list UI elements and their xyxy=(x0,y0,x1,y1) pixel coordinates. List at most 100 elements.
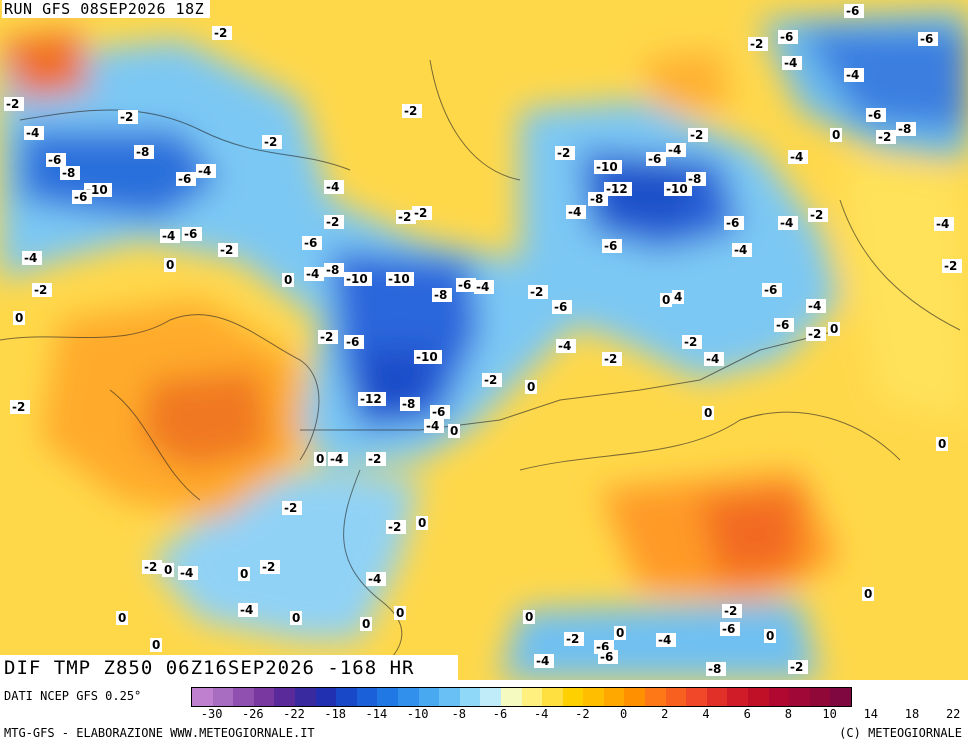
svg-text:-2: -2 xyxy=(262,560,275,574)
svg-text:0: 0 xyxy=(284,273,292,287)
contour-label: -6 xyxy=(774,318,794,332)
contour-label: -6 xyxy=(918,32,938,46)
contour-label: 0 xyxy=(936,437,948,451)
contour-label: -8 xyxy=(706,662,726,676)
svg-text:0: 0 xyxy=(864,587,872,601)
contour-label: -2 xyxy=(142,560,162,574)
contour-label: -4 xyxy=(656,633,676,647)
svg-text:-4: -4 xyxy=(306,267,319,281)
legend-swatch xyxy=(192,688,213,706)
svg-text:-8: -8 xyxy=(402,397,415,411)
legend-swatch xyxy=(315,688,337,706)
contour-label: -10 xyxy=(664,182,692,196)
contour-label: -2 xyxy=(402,104,422,118)
svg-text:-2: -2 xyxy=(404,104,417,118)
contour-label: 0 xyxy=(828,322,840,336)
svg-text:-2: -2 xyxy=(690,128,703,142)
svg-text:-4: -4 xyxy=(936,217,949,231)
contour-label: -6 xyxy=(430,405,450,419)
contour-label: -2 xyxy=(262,135,282,149)
svg-text:-2: -2 xyxy=(398,210,411,224)
contour-label: -2 xyxy=(682,335,702,349)
data-source-label: DATI NCEP GFS 0.25° xyxy=(4,689,142,703)
svg-text:-2: -2 xyxy=(388,520,401,534)
legend-tick-label: 14 xyxy=(863,707,879,721)
svg-text:-8: -8 xyxy=(62,166,75,180)
svg-text:-4: -4 xyxy=(180,566,193,580)
legend-swatch xyxy=(665,688,687,706)
svg-text:-4: -4 xyxy=(368,572,381,586)
legend-swatch xyxy=(294,688,316,706)
svg-text:-2: -2 xyxy=(12,400,25,414)
svg-text:-8: -8 xyxy=(326,263,339,277)
svg-text:-4: -4 xyxy=(706,352,719,366)
credit-label: MTG-GFS - ELABORAZIONE WWW.METEOGIORNALE… xyxy=(4,726,315,740)
contour-label: -2 xyxy=(942,259,962,273)
svg-text:-4: -4 xyxy=(536,654,549,668)
svg-text:-2: -2 xyxy=(320,330,333,344)
legend-tick-label: 4 xyxy=(702,707,710,721)
contour-label: -6 xyxy=(302,236,322,250)
contour-label: -2 xyxy=(396,210,416,224)
contour-label: -6 xyxy=(724,216,744,230)
contour-label: 0 xyxy=(416,516,428,530)
svg-text:-4: -4 xyxy=(734,243,747,257)
svg-text:-4: -4 xyxy=(784,56,797,70)
svg-text:-4: -4 xyxy=(668,143,681,157)
legend-tick-label: -14 xyxy=(365,707,388,721)
contour-label: 0 xyxy=(13,311,25,325)
svg-text:-4: -4 xyxy=(326,180,339,194)
contour-label: 0 xyxy=(862,587,874,601)
contour-label: -2 xyxy=(386,520,406,534)
svg-text:0: 0 xyxy=(316,452,324,466)
contour-label: -4 xyxy=(328,452,348,466)
legend-swatch xyxy=(809,688,831,706)
svg-text:-2: -2 xyxy=(810,208,823,222)
contour-label: 0 xyxy=(764,629,776,643)
svg-text:-2: -2 xyxy=(144,560,157,574)
contour-label: -4 xyxy=(782,56,802,70)
svg-text:-2: -2 xyxy=(530,285,543,299)
svg-text:-6: -6 xyxy=(604,239,617,253)
legend-swatch xyxy=(439,688,460,706)
svg-text:-10: -10 xyxy=(416,350,438,364)
svg-text:-2: -2 xyxy=(750,37,763,51)
svg-text:-8: -8 xyxy=(434,288,447,302)
legend-swatch xyxy=(356,688,378,706)
svg-text:-6: -6 xyxy=(184,227,197,241)
contour-label: -8 xyxy=(60,166,80,180)
contour-label: -2 xyxy=(748,37,768,51)
contour-label: -2 xyxy=(564,632,584,646)
svg-text:-2: -2 xyxy=(566,632,579,646)
contour-label: -6 xyxy=(176,172,196,186)
contour-label: -4 xyxy=(424,419,444,433)
svg-text:-6: -6 xyxy=(846,4,859,18)
contour-label: -12 xyxy=(358,392,386,406)
contour-label: -4 xyxy=(806,299,826,313)
contour-label: -6 xyxy=(72,190,92,204)
svg-text:-2: -2 xyxy=(604,352,617,366)
legend-tick-label: 8 xyxy=(784,707,793,721)
svg-text:4: 4 xyxy=(674,290,682,304)
svg-text:0: 0 xyxy=(616,626,624,640)
svg-text:-6: -6 xyxy=(920,32,933,46)
contour-label: -10 xyxy=(594,160,622,174)
legend-ticks: -30-26-22-18-14-10-8-6-4-202468101418223… xyxy=(191,707,968,723)
legend-tick-label: -8 xyxy=(451,707,467,721)
svg-text:0: 0 xyxy=(240,567,248,581)
svg-text:-6: -6 xyxy=(74,190,87,204)
contour-label: -2 xyxy=(788,660,808,674)
legend-swatch xyxy=(645,688,666,706)
legend-swatch xyxy=(624,688,646,706)
svg-text:-8: -8 xyxy=(590,192,603,206)
svg-text:-4: -4 xyxy=(780,216,793,230)
svg-text:-2: -2 xyxy=(484,373,497,387)
legend-tick-label: -22 xyxy=(283,707,305,721)
contour-label: -10 xyxy=(344,272,372,286)
legend-tick-label: -10 xyxy=(406,707,429,721)
legend-swatch xyxy=(542,688,563,706)
map-title: DIF TMP Z850 06Z16SEP2026 -168 HR xyxy=(0,655,458,682)
svg-text:-6: -6 xyxy=(776,318,789,332)
svg-text:0: 0 xyxy=(15,311,23,325)
legend-tick-label: 0 xyxy=(619,707,628,721)
